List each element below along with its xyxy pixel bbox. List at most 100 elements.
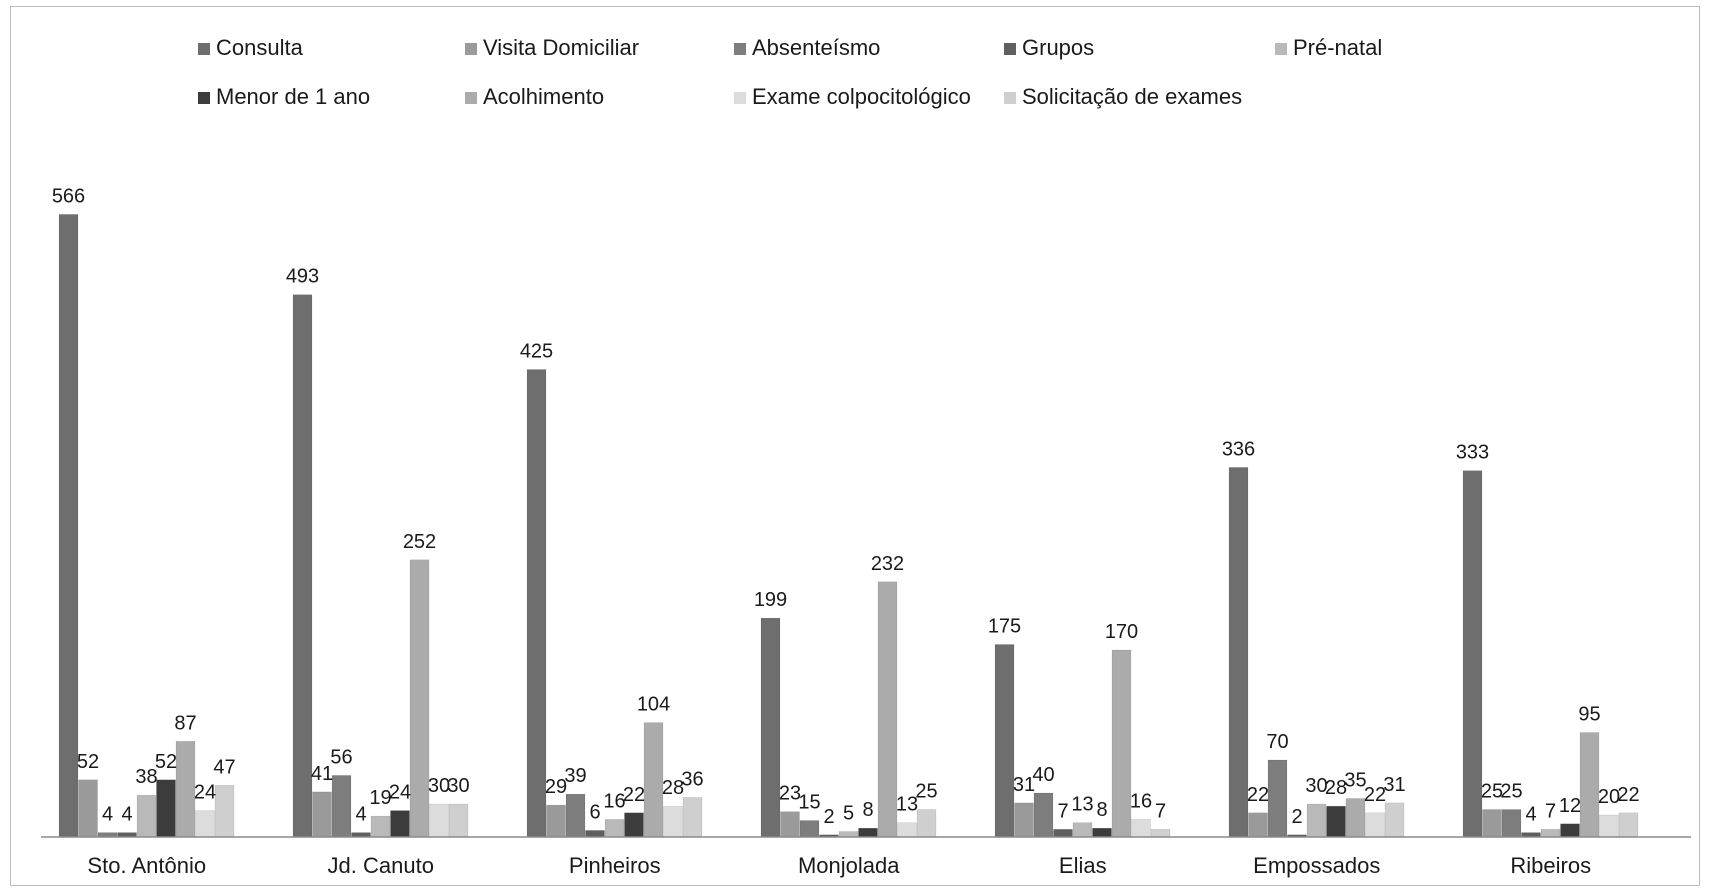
data-label: 41: [311, 763, 333, 785]
data-label: 25: [1481, 781, 1503, 803]
category-label: Jd. Canuto: [328, 853, 434, 878]
bar: [1092, 827, 1112, 838]
data-label: 425: [520, 341, 553, 363]
bar: [877, 581, 898, 838]
bar: [1482, 809, 1502, 838]
bars: [58, 214, 1639, 838]
bar: [175, 741, 196, 838]
data-label: 30: [428, 775, 450, 797]
data-label: 23: [779, 783, 801, 805]
legend-swatch-solicitacao-de-exames: [1004, 92, 1016, 104]
data-label: 566: [52, 185, 85, 207]
category-labels: Sto. Antônio Jd. Canuto Pinheiros Monjolada…: [87, 853, 1591, 878]
data-label: 170: [1105, 621, 1138, 643]
bar: [409, 559, 430, 838]
bar: [858, 827, 878, 838]
data-label: 36: [681, 768, 703, 790]
chart-frame: Consulta Visita Domiciliar Absenteísmo Grup…: [10, 6, 1700, 886]
bar: [760, 617, 781, 838]
bar: [780, 811, 800, 838]
data-label: 56: [330, 746, 352, 768]
data-label: 28: [1325, 777, 1347, 799]
category-label: Empossados: [1253, 853, 1380, 878]
data-label: 87: [174, 712, 196, 734]
bar: [643, 722, 664, 838]
bar: [1072, 822, 1093, 838]
legend-swatch-exame-colpocitologico: [734, 92, 746, 104]
legend-swatch-pre-natal: [1275, 43, 1287, 55]
legend-label-acolhimento: Acolhimento: [483, 84, 604, 109]
data-label: 22: [623, 784, 645, 806]
data-label: 8: [1096, 799, 1107, 821]
data-label: 232: [871, 553, 904, 575]
data-label: 28: [662, 777, 684, 799]
data-label: 22: [1364, 784, 1386, 806]
data-label: 4: [121, 804, 132, 826]
data-label: 31: [1013, 774, 1035, 796]
legend-label-visita-domiciliar: Visita Domiciliar: [483, 35, 639, 60]
data-label: 25: [1500, 781, 1522, 803]
data-label: 70: [1266, 731, 1288, 753]
bar: [195, 810, 215, 838]
data-label: 199: [754, 589, 787, 611]
bar: [1306, 803, 1327, 838]
data-label: 16: [603, 790, 625, 812]
bar: [1267, 759, 1288, 838]
data-label: 24: [194, 782, 216, 804]
data-label: 24: [389, 782, 411, 804]
legend-swatch-menor-de-1-ano: [198, 92, 210, 104]
bar: [994, 644, 1015, 838]
bar: [1384, 802, 1405, 838]
data-label: 52: [77, 751, 99, 773]
legend-swatch-acolhimento: [465, 92, 477, 104]
category-label: Ribeiros: [1510, 853, 1591, 878]
data-label: 25: [915, 781, 937, 803]
bar-chart: Consulta Visita Domiciliar Absenteísmo Grup…: [41, 35, 1691, 878]
data-label: 7: [1545, 800, 1556, 822]
bar: [1014, 802, 1034, 838]
bar: [546, 804, 566, 838]
data-label: 29: [545, 776, 567, 798]
category-label: Monjolada: [798, 853, 900, 878]
bar: [1599, 814, 1619, 838]
bar: [1053, 829, 1073, 838]
bar: [390, 810, 410, 838]
bar: [526, 369, 547, 838]
data-label: 12: [1559, 795, 1581, 817]
data-label: 13: [1071, 794, 1093, 816]
bar: [604, 819, 625, 838]
legend-label-exame-colpocitologico: Exame colpocitológico: [752, 84, 971, 109]
data-label: 52: [155, 751, 177, 773]
bar: [1365, 812, 1385, 838]
bar: [370, 815, 391, 838]
bar: [1618, 812, 1639, 838]
data-label: 22: [1617, 784, 1639, 806]
legend-label-absenteismo: Absenteísmo: [752, 35, 880, 60]
bar: [331, 775, 352, 838]
category-label: Pinheiros: [569, 853, 661, 878]
bar: [1579, 732, 1600, 838]
data-label: 333: [1456, 442, 1489, 464]
legend-label-consulta: Consulta: [216, 35, 304, 60]
data-label: 40: [1032, 764, 1054, 786]
data-label: 20: [1598, 786, 1620, 808]
data-label: 104: [637, 694, 670, 716]
data-label: 6: [589, 801, 600, 823]
bar: [58, 214, 79, 838]
data-label: 38: [135, 766, 157, 788]
bar: [799, 820, 820, 838]
data-label: 19: [369, 787, 391, 809]
data-label: 2: [823, 806, 834, 828]
data-label: 13: [896, 794, 918, 816]
bar: [1033, 792, 1054, 838]
data-label: 4: [355, 804, 366, 826]
data-label: 39: [564, 765, 586, 787]
bar: [916, 809, 937, 838]
data-label: 7: [1155, 800, 1166, 822]
data-label: 35: [1344, 770, 1366, 792]
data-label: 30: [1305, 775, 1327, 797]
data-label: 31: [1383, 774, 1405, 796]
bar: [1462, 470, 1483, 838]
bar: [585, 830, 605, 838]
data-label: 47: [213, 756, 235, 778]
